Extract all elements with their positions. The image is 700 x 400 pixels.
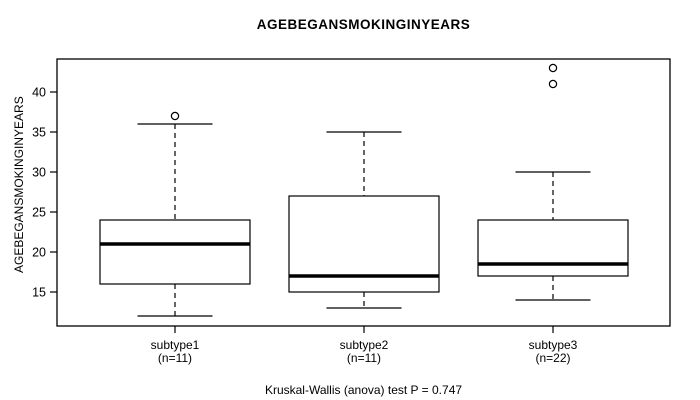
group-label: subtype3 — [528, 338, 578, 352]
group-count: (n=11) — [157, 351, 193, 365]
y-tick-label: 20 — [32, 246, 46, 260]
iqr-box — [99, 219, 251, 285]
iqr-box — [477, 219, 629, 277]
x-tick-label-subtype3: subtype3 (n=22) — [483, 339, 623, 365]
y-tick-label: 40 — [32, 86, 46, 100]
x-tick-label-subtype1: subtype1 (n=11) — [105, 339, 245, 365]
group-count: (n=11) — [346, 351, 382, 365]
x-tick-label-subtype2: subtype2 (n=11) — [294, 339, 434, 365]
y-tick-label: 15 — [32, 286, 46, 300]
y-tick-label: 25 — [32, 206, 46, 220]
group-label: subtype1 — [150, 338, 200, 352]
outlier-point — [548, 79, 558, 89]
stat-test-caption: Kruskal-Wallis (anova) test P = 0.747 — [264, 383, 463, 397]
chart-title: AGEBEGANSMOKINGINYEARS — [256, 17, 471, 32]
group-count: (n=22) — [535, 351, 571, 365]
group-label: subtype2 — [339, 338, 389, 352]
outlier-point — [170, 111, 180, 121]
y-tick-label: 35 — [32, 126, 46, 140]
y-tick-label: 30 — [32, 166, 46, 180]
outlier-point — [548, 63, 558, 73]
